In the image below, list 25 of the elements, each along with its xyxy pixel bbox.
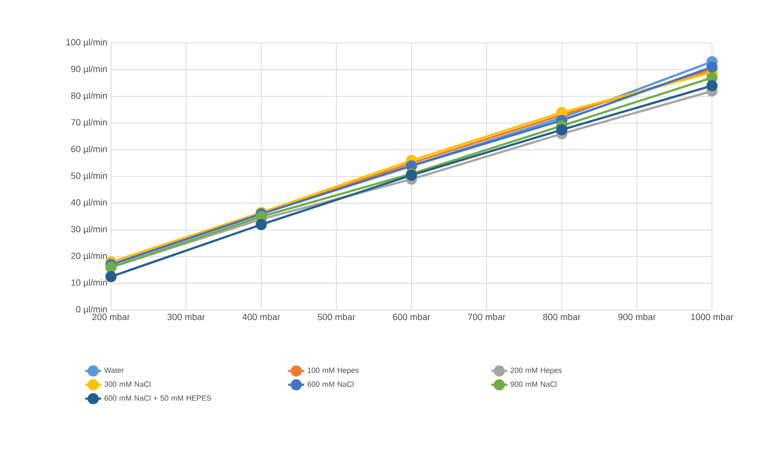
- y-tick-label: 60 µl/min: [71, 146, 107, 154]
- y-tick-label: 10 µl/min: [71, 279, 107, 288]
- y-tick-label: 0 µl/min: [76, 306, 107, 314]
- x-tick-label: 200 mbar: [92, 314, 130, 320]
- y-tick-label: 80 µl/min: [71, 92, 107, 101]
- x-tick-label: 800 mbar: [543, 314, 581, 320]
- x-tick-label: 700 mbar: [468, 314, 506, 320]
- x-tick-label: 1000 mbar: [691, 314, 734, 320]
- y-tick-label: 90 µl/min: [71, 66, 107, 74]
- x-tick-label: 300 mbar: [167, 314, 205, 320]
- y-tick-label: 20 µl/min: [71, 252, 107, 261]
- x-tick-label: 500 mbar: [318, 314, 356, 320]
- point: [706, 61, 718, 73]
- y-tick-label: 50 µl/min: [71, 172, 107, 181]
- y-tick-label: 100 µl/min: [66, 38, 107, 48]
- y-tick-label: 70 µl/min: [71, 118, 107, 128]
- y-tick-label: 40 µl/min: [70, 199, 107, 208]
- point: [105, 271, 117, 282]
- point: [706, 80, 718, 92]
- x-tick-label: 400 mbar: [242, 314, 280, 320]
- y-tick-label: 30 µl/min: [71, 226, 107, 234]
- x-tick-label: 900 mbar: [618, 314, 656, 320]
- x-tick-label: 600 mbar: [392, 314, 430, 320]
- point: [556, 124, 568, 136]
- point: [256, 218, 267, 230]
